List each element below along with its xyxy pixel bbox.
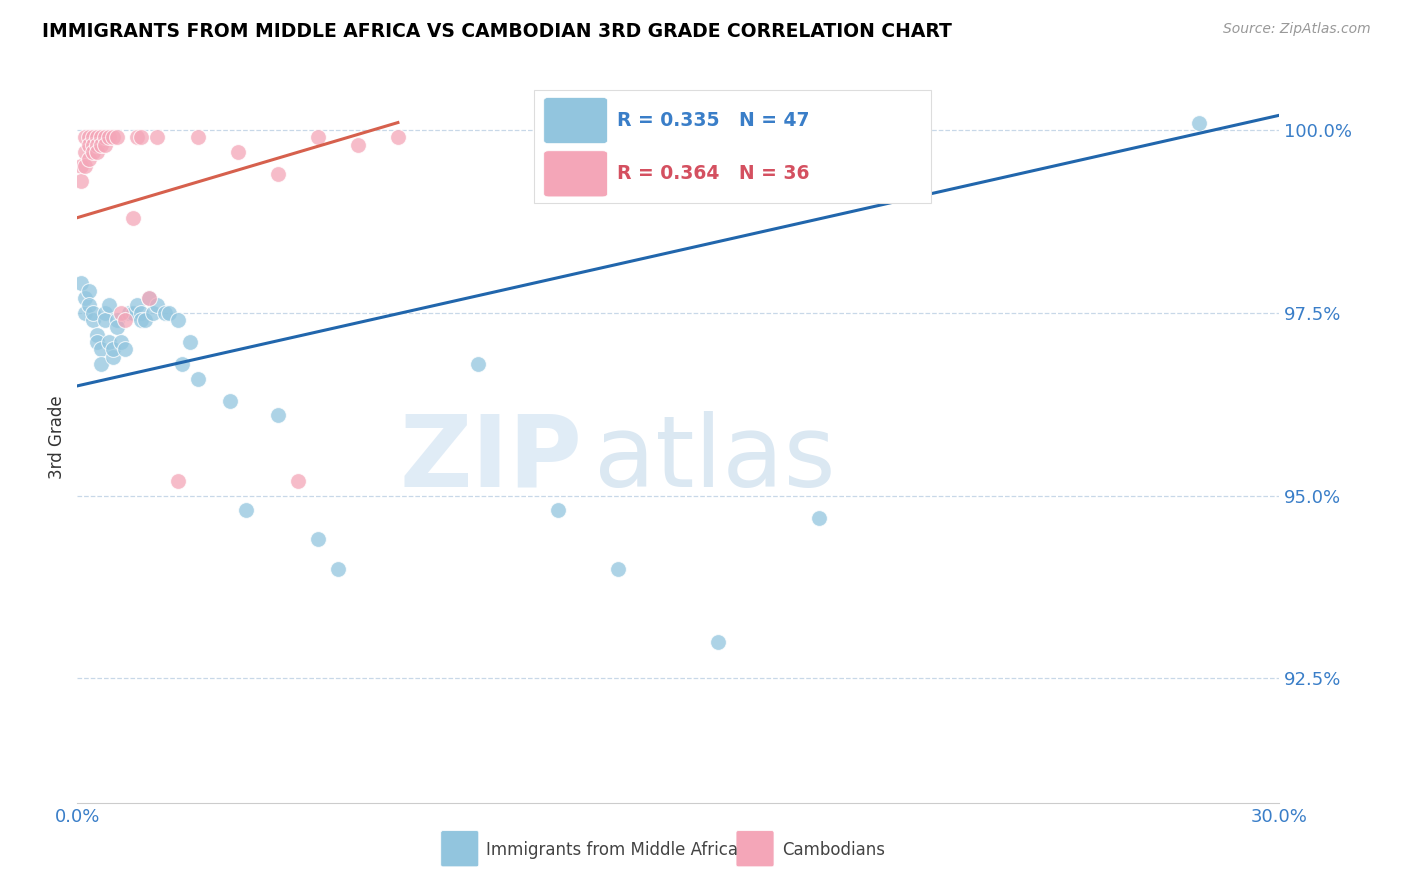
Point [114,313,136,327]
Point [82,306,104,320]
Point [146,130,169,145]
Point [159,306,181,320]
Point [94,313,117,327]
Point [82,313,104,327]
Point [170,357,193,371]
Point [75,160,97,174]
Point [347,137,370,152]
Point [226,145,249,159]
Point [98,298,121,312]
Point [75,306,97,320]
Point [235,503,257,517]
Point [70,277,93,291]
Point [82,137,104,152]
FancyBboxPatch shape [544,151,607,197]
Point [98,130,121,145]
Point [90,343,112,357]
Point [287,474,309,488]
Point [107,320,129,334]
Point [166,474,188,488]
Point [79,298,101,312]
FancyBboxPatch shape [544,97,607,144]
Point [467,357,489,371]
Point [179,334,201,349]
Text: Immigrants from Middle Africa: Immigrants from Middle Africa [486,841,738,859]
Point [86,137,108,152]
Y-axis label: 3rd Grade: 3rd Grade [48,395,66,479]
Text: atlas: atlas [595,410,837,508]
Point [807,510,830,524]
FancyBboxPatch shape [441,830,478,867]
Point [131,130,153,145]
Point [122,211,145,225]
Point [131,313,153,327]
Text: ZIP: ZIP [399,410,582,508]
Point [82,130,104,145]
Point [94,130,117,145]
Point [146,298,169,312]
Point [107,313,129,327]
Point [103,130,125,145]
Point [1188,115,1211,129]
Point [114,343,136,357]
Point [79,137,101,152]
Point [70,160,93,174]
Point [607,562,630,576]
Point [118,306,141,320]
Text: Cambodians: Cambodians [782,841,884,859]
Point [70,174,93,188]
Point [138,291,160,305]
Point [86,130,108,145]
Point [218,393,240,408]
Point [94,306,117,320]
Point [326,562,349,576]
Point [142,306,165,320]
Point [186,371,209,385]
Point [90,357,112,371]
Point [79,130,101,145]
Point [103,343,125,357]
Point [90,137,112,152]
Point [707,635,730,649]
Point [127,130,149,145]
Point [134,313,156,327]
Point [110,306,132,320]
Point [307,533,329,547]
Point [166,313,188,327]
Text: Source: ZipAtlas.com: Source: ZipAtlas.com [1223,22,1371,37]
Text: R = 0.364   N = 36: R = 0.364 N = 36 [617,164,810,184]
Text: R = 0.335   N = 47: R = 0.335 N = 47 [617,111,810,130]
Point [86,145,108,159]
Text: IMMIGRANTS FROM MIDDLE AFRICA VS CAMBODIAN 3RD GRADE CORRELATION CHART: IMMIGRANTS FROM MIDDLE AFRICA VS CAMBODI… [42,22,952,41]
Point [94,137,117,152]
Point [547,503,569,517]
Point [79,284,101,298]
Point [79,152,101,166]
Point [86,334,108,349]
Point [267,167,290,181]
Point [307,130,329,145]
Point [98,334,121,349]
FancyBboxPatch shape [737,830,775,867]
FancyBboxPatch shape [534,90,931,203]
Point [103,350,125,364]
Point [82,145,104,159]
Point [110,334,132,349]
Point [186,130,209,145]
Point [75,145,97,159]
Point [90,130,112,145]
Point [75,130,97,145]
Point [155,306,177,320]
Point [127,298,149,312]
Point [75,291,97,305]
Point [131,306,153,320]
Point [387,130,409,145]
Point [86,327,108,342]
Point [138,291,160,305]
Point [107,130,129,145]
Point [267,408,290,422]
Point [122,306,145,320]
